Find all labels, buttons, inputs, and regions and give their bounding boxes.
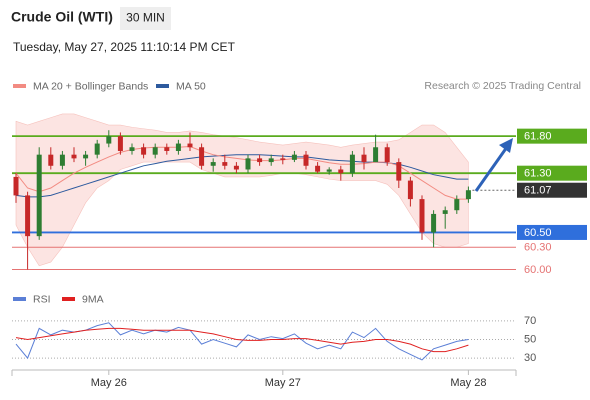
candle-body [349, 154, 355, 174]
legend-label: RSI [33, 293, 51, 305]
x-tick-label: May 28 [450, 377, 486, 389]
legend-label: MA 20 + Bollinger Bands [33, 80, 148, 92]
level-box [517, 165, 587, 181]
legend-swatch [62, 297, 75, 301]
candle-body [94, 143, 100, 155]
current-box [517, 182, 587, 198]
candle-body [396, 162, 402, 181]
candle-body [152, 147, 158, 155]
candle-body [13, 176, 19, 196]
rsi-line [15, 322, 469, 361]
candle-body [129, 147, 135, 151]
bollinger-band [15, 113, 469, 267]
candle-body [175, 143, 181, 151]
forecast-arrow [474, 146, 509, 192]
candle-body [164, 147, 170, 151]
candle-body [83, 154, 89, 159]
candle-body [36, 154, 42, 237]
candle-body [59, 154, 65, 166]
candle-body [268, 158, 274, 163]
candle-body [187, 143, 193, 148]
candle-body [419, 199, 425, 233]
legend-label: MA 50 [176, 80, 206, 92]
candle-body [222, 162, 228, 166]
candle-body [442, 210, 448, 214]
legend-swatch [13, 297, 26, 301]
candle-body [431, 213, 437, 233]
current-label: 61.07 [524, 185, 552, 197]
candle-body [199, 147, 205, 166]
legend-swatch [13, 84, 26, 88]
candle-body [257, 158, 263, 163]
candle-body [326, 169, 332, 172]
candle-body [407, 180, 413, 200]
level-label: 60.50 [524, 227, 552, 239]
candle-body [210, 162, 216, 166]
candle-body [454, 199, 460, 211]
timeframe-box[interactable] [120, 7, 171, 30]
candle-body [361, 154, 367, 163]
candle-body [106, 136, 112, 144]
candle-body [338, 169, 344, 174]
credit: Research © 2025 Trading Central [424, 80, 581, 92]
y-tick-label: 70 [524, 315, 536, 327]
candle-body [315, 165, 321, 172]
candle-body [25, 195, 31, 237]
candle-body [384, 147, 390, 163]
candle-body [233, 165, 239, 170]
legend-swatch [156, 84, 169, 88]
x-tick-label: May 26 [91, 377, 127, 389]
level-label: 60.00 [524, 264, 552, 276]
ma20-line [15, 145, 469, 200]
instrument-title: Crude Oil (WTI) [11, 9, 113, 25]
level-label: 60.30 [524, 242, 552, 254]
candle-body [465, 190, 471, 200]
y-tick-label: 50 [524, 333, 536, 345]
timeframe[interactable]: 30 MIN [126, 11, 165, 25]
candle-body [141, 147, 147, 155]
candle-body [48, 154, 54, 166]
level-label: 61.30 [524, 168, 552, 180]
rsi-ma-line [15, 327, 469, 353]
candle-body [280, 158, 286, 160]
candle-body [117, 136, 123, 151]
candle-body [71, 154, 77, 159]
legend-label: 9MA [82, 293, 104, 305]
datetime: Tuesday, May 27, 2025 11:10:14 PM CET [13, 40, 236, 54]
candle-body [245, 158, 251, 170]
y-tick-label: 30 [524, 352, 536, 364]
candle-body [291, 154, 297, 160]
forecast-arrowhead [499, 138, 513, 153]
level-box [517, 128, 587, 144]
level-label: 61.80 [524, 131, 552, 143]
candle-body [373, 147, 379, 163]
candle-body [303, 154, 309, 166]
level-box [517, 224, 587, 240]
x-tick-label: May 27 [265, 377, 301, 389]
